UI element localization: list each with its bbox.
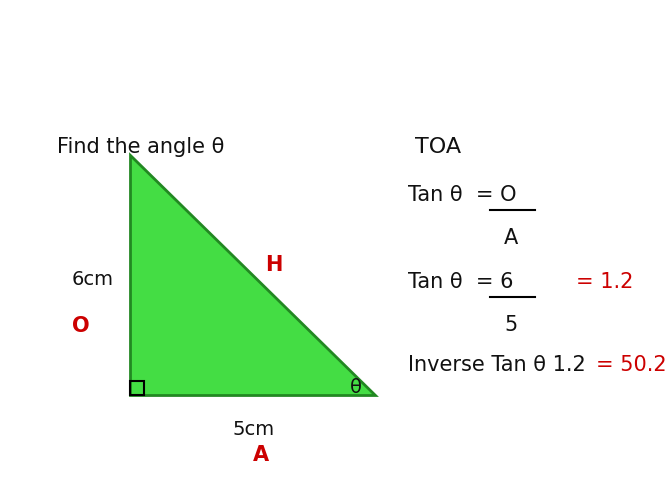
Text: Tan θ  = O: Tan θ = O (408, 185, 516, 205)
Text: Inverse Tan θ 1.2: Inverse Tan θ 1.2 (408, 355, 586, 375)
Text: = 50.2°: = 50.2° (596, 355, 667, 375)
Text: H: H (265, 255, 282, 275)
Text: Tan θ  = 6: Tan θ = 6 (408, 272, 514, 292)
Text: 5: 5 (504, 315, 518, 335)
Text: = 1.2: = 1.2 (576, 272, 634, 292)
Text: Find the angle θ: Find the angle θ (57, 137, 224, 157)
Text: A: A (253, 445, 269, 465)
Text: A: A (504, 228, 518, 248)
Text: 6cm: 6cm (72, 270, 114, 289)
Text: O: O (72, 316, 89, 336)
Polygon shape (130, 155, 375, 395)
Text: TOA: TOA (415, 137, 461, 157)
Text: 5cm: 5cm (232, 420, 274, 439)
Text: θ: θ (350, 378, 362, 397)
